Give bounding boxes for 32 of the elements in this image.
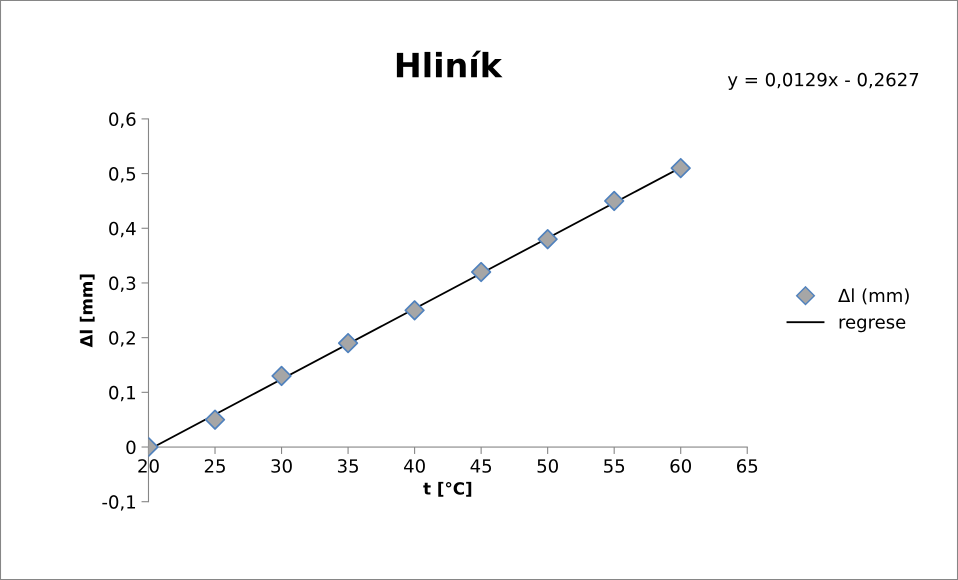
text: y = 0,0129x - 0,2627 (728, 72, 918, 90)
x-tick-label: 65 (737, 459, 758, 473)
chart-title: Hliník (396, 50, 503, 78)
x-tick-label: 30 (271, 459, 292, 473)
x-tick-label: 45 (470, 459, 492, 473)
point (404, 300, 425, 320)
point (271, 366, 292, 386)
y-tick-label: 0,5 (109, 167, 136, 183)
x-tick-label: 20 (138, 459, 159, 473)
point (470, 262, 492, 282)
point (338, 332, 358, 354)
y-tick-label: -0,1 (102, 495, 136, 511)
x-tick-label: 60 (670, 459, 691, 473)
x-tick-label: 25 (204, 459, 225, 473)
x-tick-label: 50 (538, 459, 558, 473)
x-tick-label: 40 (404, 459, 425, 473)
point (670, 158, 691, 178)
point (604, 190, 624, 212)
x-tick-label: 55 (604, 459, 624, 473)
point (538, 229, 558, 250)
y-tick-label: 0,3 (109, 276, 136, 292)
y-tick-label: 0 (126, 440, 136, 454)
y-tick-label: 0,4 (109, 222, 136, 238)
x-axis-title: t [°C] (423, 482, 472, 497)
y-tick-label: 0,1 (109, 386, 136, 402)
point (204, 410, 226, 430)
x-tick-label: 35 (338, 459, 358, 473)
legend-label: Δl (mm) (838, 288, 909, 304)
y-tick-label: 0,6 (109, 112, 136, 128)
legend-label: regrese (840, 318, 906, 332)
y-tick-label: 0,2 (109, 331, 135, 347)
y-axis-title: Δl [mm] (80, 274, 95, 348)
